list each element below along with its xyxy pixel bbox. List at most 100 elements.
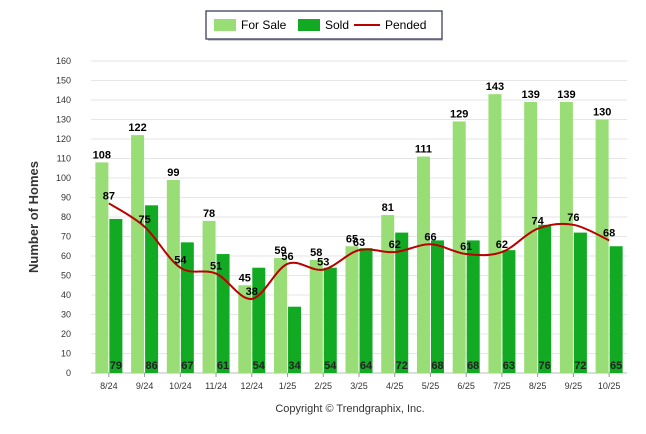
- sold-label: 79: [110, 360, 122, 372]
- x-tick-label: 4/25: [386, 381, 404, 391]
- pended-label: 54: [174, 255, 187, 267]
- copyright-footer: Copyright © Trendgraphix, Inc.: [275, 403, 424, 415]
- for-sale-bar: [595, 119, 609, 373]
- sold-bar: [538, 224, 552, 373]
- pended-label: 62: [496, 239, 508, 251]
- y-tick-label: 20: [61, 329, 71, 339]
- for-sale-label: 99: [167, 167, 179, 179]
- pended-label: 87: [103, 190, 115, 202]
- x-tick-label: 10/24: [169, 381, 192, 391]
- sold-bar: [252, 267, 266, 373]
- sold-label: 72: [396, 360, 408, 372]
- pended-label: 66: [424, 231, 436, 243]
- for-sale-bar: [238, 285, 252, 373]
- legend-swatch: [298, 19, 320, 31]
- y-tick-label: 90: [61, 193, 71, 203]
- sold-label: 76: [539, 360, 551, 372]
- legend-swatch: [214, 19, 236, 31]
- for-sale-bar: [166, 179, 180, 373]
- for-sale-bar: [309, 259, 323, 373]
- for-sale-bar: [559, 101, 573, 373]
- legend-label: For Sale: [241, 18, 287, 32]
- x-tick-label: 6/25: [457, 381, 475, 391]
- pended-label: 62: [389, 239, 401, 251]
- y-tick-label: 140: [56, 95, 71, 105]
- x-tick-label: 9/25: [565, 381, 583, 391]
- y-tick-label: 100: [56, 173, 71, 183]
- y-axis-ticks: 0 10 20 30 40 50 60 70 80 90 100 110 120 130 140 150 160: [56, 56, 71, 378]
- y-tick-label: 40: [61, 290, 71, 300]
- x-tick-label: 3/25: [350, 381, 368, 391]
- y-tick-label: 130: [56, 115, 71, 125]
- pended-line-group: [108, 202, 610, 300]
- pended-label: 38: [246, 286, 258, 298]
- pended-label: 51: [210, 261, 222, 273]
- sold-bar: [430, 240, 444, 373]
- x-axis-ticks: 8/24 9/24 10/24 11/24 12/24 1/25 2/25 3/25 4/25 5…: [100, 373, 620, 391]
- for-sale-bar: [488, 94, 502, 374]
- legend-box: [205, 10, 443, 40]
- y-tick-label: 60: [61, 251, 71, 261]
- legend-label: Sold: [325, 18, 349, 32]
- sold-label: 67: [181, 360, 193, 372]
- sold-bar: [573, 232, 587, 373]
- x-tick-label: 12/24: [241, 381, 264, 391]
- x-tick-label: 8/25: [529, 381, 547, 391]
- for-sale-label: 108: [93, 149, 111, 161]
- for-sale-label: 122: [128, 122, 146, 134]
- sold-bar: [395, 232, 409, 373]
- for-sale-bar: [95, 162, 109, 373]
- sold-bar: [359, 248, 373, 373]
- data-labels: 108 79 122 86 99 67 78 61 45 54 59 34 58 54 65 64 81 72 11…: [93, 81, 623, 372]
- y-tick-label: 110: [57, 154, 71, 164]
- sold-label: 72: [574, 360, 586, 372]
- pended-label: 75: [138, 214, 150, 226]
- sold-bar: [323, 267, 337, 373]
- sold-label: 61: [217, 360, 229, 372]
- pended-label: 61: [460, 241, 472, 253]
- sold-label: 34: [288, 360, 301, 372]
- x-tick-label: 7/25: [493, 381, 511, 391]
- y-tick-label: 160: [56, 56, 71, 66]
- for-sale-label: 139: [521, 89, 539, 101]
- for-sale-bar: [274, 257, 288, 373]
- sold-bar: [216, 254, 230, 373]
- for-sale-label: 139: [557, 89, 575, 101]
- sold-label: 68: [431, 360, 443, 372]
- sold-label: 54: [253, 360, 266, 372]
- sold-label: 65: [610, 360, 622, 372]
- y-axis-label: Number of Homes: [26, 161, 41, 273]
- pended-label: 74: [532, 216, 545, 228]
- sold-bar: [109, 218, 123, 373]
- pended-label: 76: [567, 212, 579, 224]
- y-tick-label: 120: [56, 134, 71, 144]
- for-sale-bar: [452, 121, 466, 373]
- x-tick-label: 2/25: [315, 381, 333, 391]
- for-sale-label: 58: [310, 247, 322, 259]
- y-tick-label: 70: [61, 232, 71, 242]
- for-sale-label: 65: [346, 233, 358, 245]
- sold-label: 63: [503, 360, 515, 372]
- legend-label: Pended: [385, 18, 426, 32]
- sold-bar: [180, 242, 194, 373]
- pended-label: 68: [603, 227, 615, 239]
- sold-label: 54: [324, 360, 337, 372]
- for-sale-label: 81: [382, 202, 394, 214]
- y-tick-label: 80: [61, 212, 71, 222]
- sold-label: 64: [360, 360, 373, 372]
- for-sale-label: 78: [203, 208, 215, 220]
- for-sale-bar: [202, 220, 216, 373]
- for-sale-bar: [345, 246, 359, 373]
- x-tick-label: 11/24: [205, 381, 227, 391]
- for-sale-bar: [381, 215, 395, 373]
- pended-line: [108, 202, 610, 300]
- y-tick-label: 150: [56, 76, 71, 86]
- sold-bar: [288, 306, 302, 373]
- for-sale-label: 59: [274, 245, 286, 257]
- x-tick-label: 1/25: [279, 381, 297, 391]
- for-sale-label: 143: [486, 81, 504, 93]
- y-tick-label: 30: [61, 310, 71, 320]
- x-tick-label: 9/24: [136, 381, 154, 391]
- for-sale-label: 111: [415, 144, 432, 156]
- legend: For Sale Sold Pended: [205, 10, 443, 41]
